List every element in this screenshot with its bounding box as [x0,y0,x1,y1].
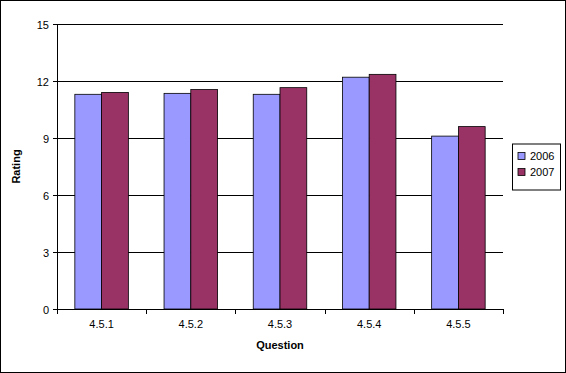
y-tick-label: 6 [43,190,49,202]
x-tick-label: 4.5.2 [179,318,203,330]
y-tick [53,138,57,139]
y-tick [53,195,57,196]
x-tick [414,309,415,314]
legend-label: 2006 [530,150,554,162]
y-tick [53,24,57,25]
x-tick [325,309,326,314]
bar [369,74,396,309]
grid-line [57,24,503,25]
x-tick-label: 4.5.3 [268,318,292,330]
y-axis-label: Rating [10,149,22,183]
chart-border [1,1,566,373]
legend-swatch [518,153,525,160]
bar [164,93,191,309]
x-tick [146,309,147,314]
x-tick-label: 4.5.4 [357,318,381,330]
legend-box [513,144,561,190]
x-axis [57,309,503,310]
grid-line [57,309,503,310]
y-axis [57,24,58,309]
legend-swatch [518,169,525,176]
x-axis-label: Question [256,339,304,351]
plot-area [57,24,503,309]
bar [342,77,369,309]
bar [191,90,218,309]
y-tick [53,309,57,310]
y-tick-label: 12 [37,76,49,88]
chart: 0 3 6 9 12 15 4.5.1 4.5.2 4.5.3 4.5.4 4.5.5 Questio… [0,0,566,373]
x-tick [235,309,236,314]
legend-label: 2007 [530,166,554,178]
bars [75,74,485,309]
bar [432,136,459,309]
y-tick [53,81,57,82]
bar [280,88,307,309]
x-tick-label: 4.5.5 [446,318,470,330]
bar [102,92,129,309]
x-tick-label: 4.5.1 [89,318,113,330]
y-tick-label: 15 [37,19,49,31]
legend: 2006 2007 [513,144,561,190]
y-tick-label: 0 [43,304,49,316]
y-tick-label: 3 [43,247,49,259]
x-tick [57,309,58,314]
bar [253,94,280,309]
bar [75,94,102,309]
bar [458,127,485,309]
x-tick [503,309,504,314]
y-tick-label: 9 [43,133,49,145]
grid-line [57,81,503,82]
y-tick [53,252,57,253]
